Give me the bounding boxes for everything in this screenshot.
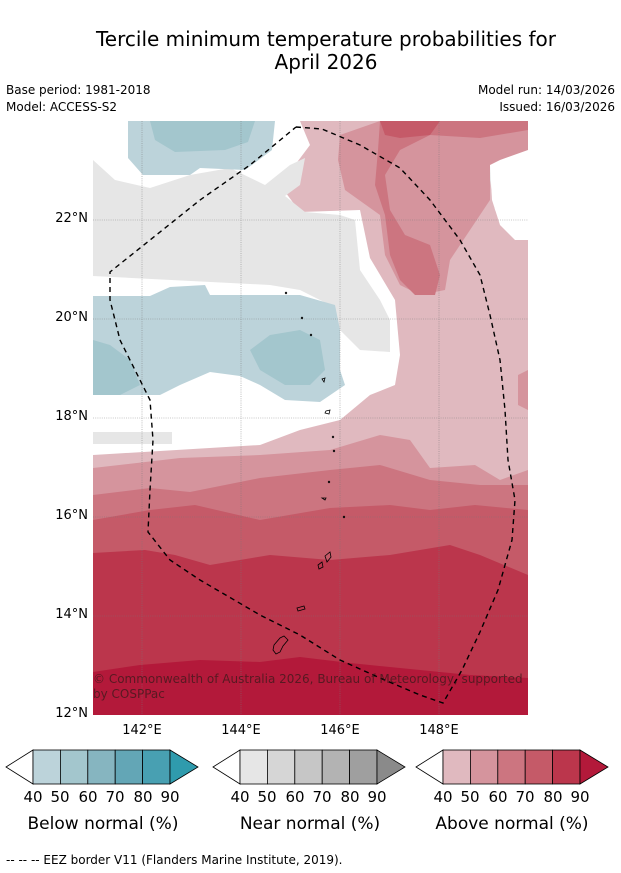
near-normal-40: [93, 158, 390, 352]
cbar-above-max-arrow: [579, 749, 609, 785]
cbar-below-tick-60: 60: [78, 788, 98, 806]
cbar-near-seg-70: [321, 749, 350, 785]
cbar-below-seg-60: [87, 749, 116, 785]
above-normal-colorbar: [415, 749, 609, 785]
near-normal-colorbar: [212, 749, 406, 785]
near-normal-title: Near normal (%): [239, 814, 381, 834]
cbar-below-tick-90: 90: [160, 788, 180, 806]
cbar-near-tick-70: 70: [312, 788, 332, 806]
below-normal-middle-50b: [250, 330, 325, 385]
lat-label-20: 20°N: [55, 310, 88, 325]
copyright-notice: © Commonwealth of Australia 2026, Bureau…: [93, 672, 523, 701]
pagan-island: [324, 409, 331, 415]
tinian-island: [317, 561, 324, 570]
model-name: Model: ACCESS-S2: [6, 100, 118, 114]
lon-label-148: 148°E: [419, 723, 459, 738]
lat-label-14: 14°N: [55, 607, 88, 622]
cbar-below-seg-40: [32, 749, 61, 785]
cbar-above-segments: [442, 749, 581, 785]
below-normal-colorbar: [5, 749, 199, 785]
meta-left: Base period: 1981-2018 Model: ACCESS-S2: [6, 82, 151, 116]
cbar-below-tick-70: 70: [105, 788, 125, 806]
above-70-north: [380, 121, 440, 138]
below-normal-title: Below normal (%): [27, 814, 179, 834]
cbar-below-min-arrow: [5, 749, 34, 785]
cbar-near-seg-50: [267, 749, 296, 785]
near-normal-40-strip: [93, 432, 172, 444]
lon-label-146: 146°E: [320, 723, 360, 738]
agrihan-island: [321, 377, 326, 383]
cbar-above-seg-40: [442, 749, 471, 785]
cbar-below-segments: [32, 749, 171, 785]
cbar-near-segments: [239, 749, 378, 785]
meta-right: Model run: 14/03/2026 Issued: 16/03/2026: [478, 82, 615, 116]
cbar-near-seg-40: [239, 749, 268, 785]
cbar-below-tick-40: 40: [23, 788, 43, 806]
cbar-above-tick-90: 90: [570, 788, 590, 806]
above-60-north: [375, 121, 528, 295]
model-run: Model run: 14/03/2026: [477, 83, 615, 97]
cbar-near-tick-40: 40: [230, 788, 250, 806]
above-normal-title: Above normal (%): [435, 814, 589, 834]
cbar-near-max-arrow: [376, 749, 406, 785]
title-line-1: Tercile minimum temperature probabilitie…: [95, 27, 557, 51]
saipan-island: [324, 551, 332, 563]
cbar-below-tick-50: 50: [50, 788, 70, 806]
above-90-south: [93, 657, 528, 715]
islands: [272, 291, 346, 655]
cbar-above-seg-50: [470, 749, 499, 785]
lat-label-22: 22°N: [55, 211, 88, 226]
cbar-near-tick-60: 60: [285, 788, 305, 806]
cbar-above-seg-60: [497, 749, 526, 785]
cbar-below-seg-80: [142, 749, 171, 785]
cbar-above-tick-70: 70: [515, 788, 535, 806]
gridlines: [93, 121, 528, 715]
lon-label-142: 142°E: [122, 723, 162, 738]
eez-footer-note: -- -- -- EEZ border V11 (Flanders Marine…: [6, 853, 343, 867]
title-line-2: April 2026: [274, 50, 378, 74]
below-normal-middle-50: [93, 340, 140, 395]
cbar-near-seg-60: [294, 749, 323, 785]
guam-island: [272, 635, 289, 655]
cbar-above-tick-40: 40: [433, 788, 453, 806]
cbar-near-seg-80: [349, 749, 378, 785]
cbar-above-tick-50: 50: [460, 788, 480, 806]
cbar-above-min-arrow: [415, 749, 444, 785]
lat-label-16: 16°N: [55, 508, 88, 523]
anatahan-island: [320, 497, 327, 501]
cbar-below-tick-80: 80: [133, 788, 153, 806]
eez-border: [109, 126, 516, 704]
below-normal-top-50: [150, 121, 255, 152]
cbar-below-seg-70: [114, 749, 143, 785]
cbar-near-tick-90: 90: [367, 788, 387, 806]
lat-label-12: 12°N: [55, 706, 88, 721]
cbar-near-min-arrow: [212, 749, 241, 785]
issued-date: Issued: 16/03/2026: [499, 100, 615, 114]
rota-island: [296, 605, 306, 612]
lon-label-144: 144°E: [221, 723, 261, 738]
white-corner: [490, 150, 528, 240]
cbar-above-seg-80: [552, 749, 581, 785]
above-50-east: [518, 370, 528, 410]
cbar-above-seg-70: [524, 749, 553, 785]
cbar-near-tick-50: 50: [257, 788, 277, 806]
base-period: Base period: 1981-2018: [6, 83, 151, 97]
map-area: [93, 121, 528, 715]
chart-title: Tercile minimum temperature probabilitie…: [0, 28, 621, 74]
cbar-near-tick-80: 80: [340, 788, 360, 806]
cbar-below-max-arrow: [169, 749, 199, 785]
cbar-below-seg-50: [60, 749, 89, 785]
cbar-above-tick-80: 80: [543, 788, 563, 806]
lat-label-18: 18°N: [55, 409, 88, 424]
cbar-above-tick-60: 60: [488, 788, 508, 806]
